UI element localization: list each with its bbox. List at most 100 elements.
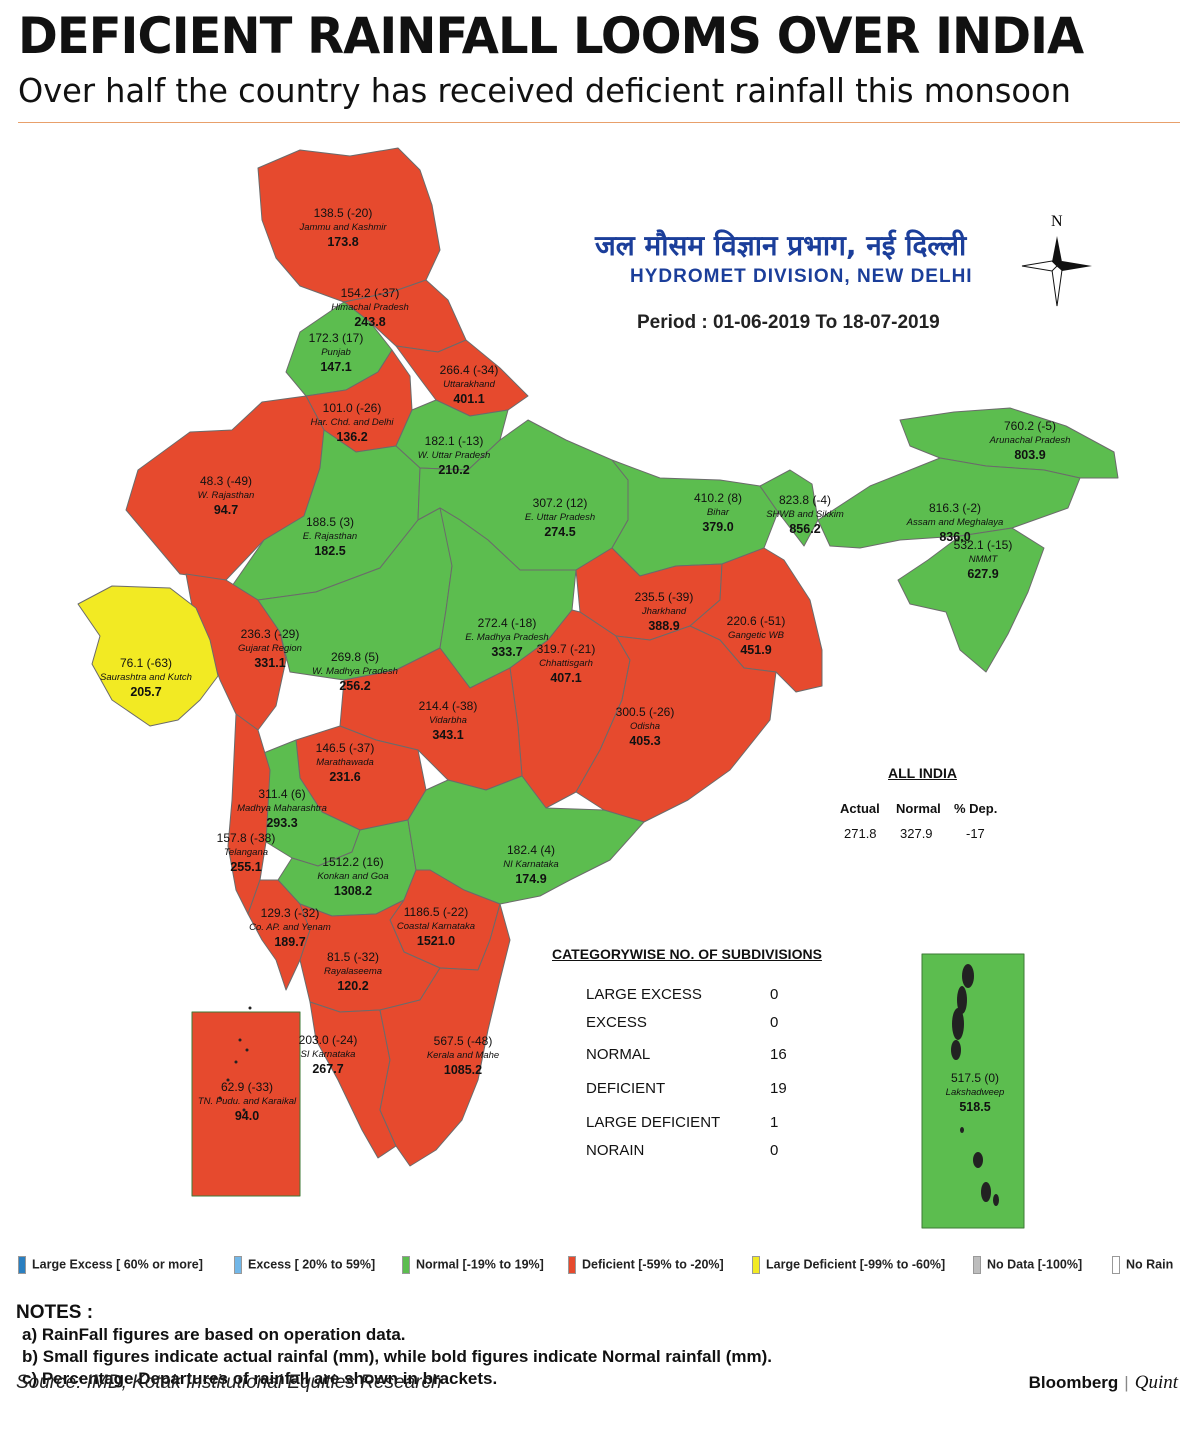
region-saurashtra-and-kutch xyxy=(77,585,219,727)
subdivision-name: E. Uttar Pradesh xyxy=(525,512,595,523)
subdivision-name: Kerala and Mahe xyxy=(427,1050,499,1061)
notes-title: NOTES : xyxy=(16,1302,94,1323)
normal-rainfall: 94.7 xyxy=(214,503,238,517)
category-label: NORMAL xyxy=(586,1046,651,1063)
normal-rainfall: 255.1 xyxy=(230,860,261,874)
normal-rainfall: 1521.0 xyxy=(417,934,455,948)
region-shapes xyxy=(77,147,1119,1229)
normal-rainfall: 451.9 xyxy=(740,643,771,657)
island-shape xyxy=(981,1182,991,1202)
actual-rainfall: 266.4 (-34) xyxy=(440,363,499,377)
subdivision-name: Coastal Karnataka xyxy=(397,921,475,932)
region-label: 1186.5 (-22) Coastal Karnataka 1521.0 xyxy=(397,905,475,948)
normal-rainfall: 333.7 xyxy=(491,645,522,659)
category-row: NORAIN 0 xyxy=(586,1142,866,1159)
actual-rainfall: 272.4 (-18) xyxy=(478,616,537,630)
brand-logo: Bloomberg | Quint xyxy=(1028,1372,1178,1393)
legend-label: Large Excess [ 60% or more] xyxy=(32,1257,203,1272)
divider xyxy=(18,122,1180,123)
normal-rainfall: 343.1 xyxy=(432,728,463,742)
region-tn-pudu-and-karaikal xyxy=(191,1011,301,1197)
subdivision-name: Odisha xyxy=(630,721,660,732)
island-shape xyxy=(960,1127,964,1133)
actual-rainfall: 532.1 (-15) xyxy=(954,538,1013,552)
region-label: 182.1 (-13) W. Uttar Pradesh 210.2 xyxy=(418,434,491,477)
region-label: 532.1 (-15) NMMT 627.9 xyxy=(954,538,1013,581)
category-row: LARGE EXCESS 0 xyxy=(586,986,866,1003)
region-label: 266.4 (-34) Uttarakhand 401.1 xyxy=(440,363,499,406)
region-label: 182.4 (4) NI Karnataka 174.9 xyxy=(503,843,558,886)
normal-rainfall: 518.5 xyxy=(959,1100,990,1114)
legend-label: No Rain xyxy=(1126,1257,1174,1272)
island-dot xyxy=(248,1006,252,1010)
agency-name: HYDROMET DIVISION, NEW DELHI xyxy=(630,266,973,287)
region-label: 319.7 (-21) Chhattisgarh 407.1 xyxy=(537,642,596,685)
subdivision-name: Chhattisgarh xyxy=(539,658,593,669)
actual-rainfall: 76.1 (-63) xyxy=(120,656,172,670)
island-shape xyxy=(951,1040,961,1060)
normal-rainfall: 231.6 xyxy=(329,770,360,784)
region-assam-and-meghalaya xyxy=(817,457,1081,549)
region-label: 269.8 (5) W. Madhya Pradesh 256.2 xyxy=(312,650,398,693)
normal-rainfall: 407.1 xyxy=(550,671,581,685)
legend-label: No Data [-100%] xyxy=(987,1257,1083,1272)
region-label: 203.0 (-24) SI Karnataka 267.7 xyxy=(299,1033,358,1076)
normal-rainfall: 182.5 xyxy=(314,544,345,558)
normal-rainfall: 243.8 xyxy=(354,315,385,329)
actual-rainfall: 203.0 (-24) xyxy=(299,1033,358,1047)
legend-label: Normal [-19% to 19%] xyxy=(416,1257,544,1272)
category-row: NORMAL 16 xyxy=(586,1046,866,1063)
all-india-header-normal: Normal xyxy=(896,801,941,816)
category-count: 16 xyxy=(770,1046,787,1063)
subdivision-name: Co. AP. and Yenam xyxy=(249,922,331,933)
subdivision-name: NMMT xyxy=(969,554,999,565)
normal-rainfall: 1308.2 xyxy=(334,884,372,898)
legend-label: Large Deficient [-99% to -60%] xyxy=(766,1257,946,1272)
region-label: 157.8 (-38) Telangana 255.1 xyxy=(217,831,276,874)
all-india-title: ALL INDIA xyxy=(888,765,957,781)
island-shape xyxy=(973,1152,983,1168)
all-india-actual: 271.8 xyxy=(844,826,877,841)
region-label: 129.3 (-32) Co. AP. and Yenam 189.7 xyxy=(249,906,331,949)
region-label: 567.5 (-48) Kerala and Mahe 1085.2 xyxy=(427,1034,499,1077)
actual-rainfall: 1186.5 (-22) xyxy=(404,905,468,919)
subdivision-name: Saurashtra and Kutch xyxy=(100,672,192,683)
region-label: 214.4 (-38) Vidarbha 343.1 xyxy=(419,699,478,742)
normal-rainfall: 856.2 xyxy=(789,522,820,536)
brand-suffix: Quint xyxy=(1134,1372,1178,1393)
subdivision-name: Madhya Maharashtra xyxy=(237,803,327,814)
legend-label: Excess [ 20% to 59%] xyxy=(248,1257,376,1272)
region-uttarakhand xyxy=(395,339,529,417)
subdivision-name: Marathawada xyxy=(316,757,374,768)
region-label: 76.1 (-63) Saurashtra and Kutch 205.7 xyxy=(100,656,192,699)
subdivision-name: W. Rajasthan xyxy=(198,490,255,501)
region-kerala-and-mahe xyxy=(379,903,511,1167)
agency-hindi: जल मौसम विज्ञान प्रभाग, नई दिल्ली xyxy=(595,229,967,262)
subdivision-name: W. Madhya Pradesh xyxy=(312,666,398,677)
legend-item: No Data [-100%] xyxy=(973,1256,1082,1274)
subdivision-name: Konkan and Goa xyxy=(317,871,388,882)
category-count: 19 xyxy=(770,1080,787,1097)
legend-item: No Rain xyxy=(1112,1256,1173,1274)
subdivision-name: Assam and Meghalaya xyxy=(906,517,1004,528)
note-line: c) Percentage Departures of rainfall are… xyxy=(22,1369,498,1388)
region-label: 760.2 (-5) Arunachal Pradesh 803.9 xyxy=(989,419,1071,462)
island-dot xyxy=(238,1038,242,1042)
normal-rainfall: 173.8 xyxy=(327,235,358,249)
region-label: 172.3 (17) Punjab 147.1 xyxy=(309,331,364,374)
brand-name: Bloomberg xyxy=(1028,1373,1119,1392)
actual-rainfall: 129.3 (-32) xyxy=(261,906,320,920)
category-label: NORAIN xyxy=(586,1142,645,1159)
category-count: 0 xyxy=(770,986,779,1003)
normal-rainfall: 174.9 xyxy=(515,872,546,886)
region-label: 517.5 (0) Lakshadweep 518.5 xyxy=(946,1071,1005,1114)
actual-rainfall: 146.5 (-37) xyxy=(316,741,375,755)
region-jammu-and-kashmir xyxy=(257,147,441,303)
subdivision-name: E. Rajasthan xyxy=(303,531,357,542)
actual-rainfall: 214.4 (-38) xyxy=(419,699,478,713)
subdivision-name: SHWB and Sikkim xyxy=(766,509,844,520)
legend-item: Large Excess [ 60% or more] xyxy=(18,1256,203,1274)
island-dot xyxy=(226,1078,230,1082)
actual-rainfall: 236.3 (-29) xyxy=(241,627,300,641)
region-label: 48.3 (-49) W. Rajasthan 94.7 xyxy=(198,474,255,517)
